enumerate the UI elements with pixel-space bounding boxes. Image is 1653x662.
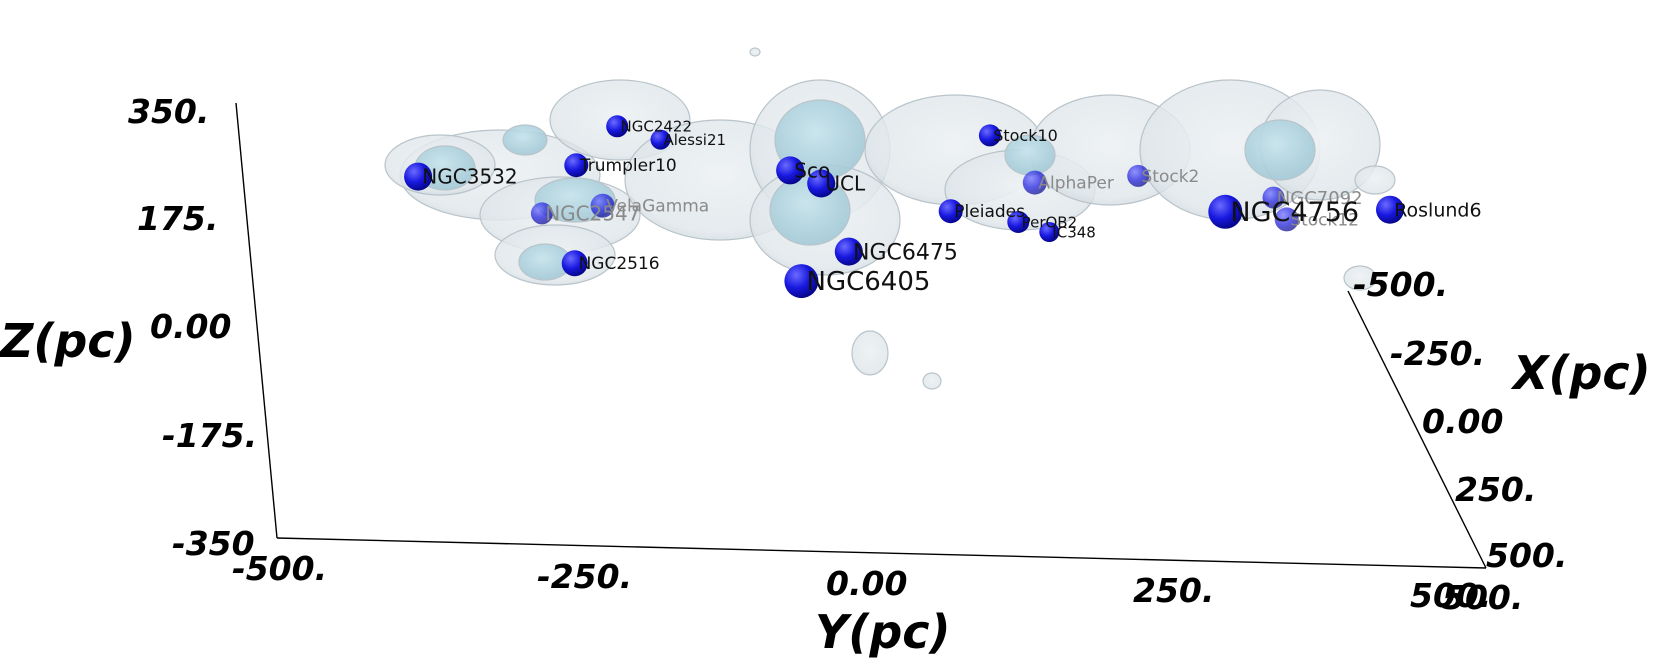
z-axis-line bbox=[235, 102, 278, 539]
cluster-points bbox=[404, 115, 1404, 299]
cluster-label: Stock10 bbox=[993, 126, 1058, 145]
cluster-label: NGC4756 bbox=[1230, 197, 1359, 228]
y-axis-line bbox=[276, 537, 1487, 569]
cluster-point bbox=[1127, 164, 1150, 187]
cluster-label: UCL bbox=[825, 172, 866, 196]
cluster-point bbox=[776, 156, 805, 185]
axes-frame bbox=[235, 102, 1487, 569]
cluster-label: NGC2547 bbox=[545, 201, 640, 225]
cluster-point bbox=[650, 129, 671, 150]
cluster-point bbox=[561, 250, 588, 277]
cluster-point bbox=[938, 199, 963, 224]
cluster-label: Stock2 bbox=[1142, 167, 1200, 187]
cluster-label: Alessi21 bbox=[664, 131, 727, 149]
x-tick-label: 250. bbox=[1455, 470, 1536, 509]
cluster-point bbox=[1007, 211, 1030, 233]
y-axis-title: Y(pc) bbox=[815, 605, 951, 659]
x-axis-title: X(pc) bbox=[1510, 346, 1651, 400]
y-tick-label: 500. bbox=[1442, 578, 1523, 617]
cluster-point bbox=[834, 237, 863, 266]
cluster-label: Pleiades bbox=[954, 202, 1025, 222]
cluster-label: Roslund6 bbox=[1394, 199, 1481, 221]
cluster-point bbox=[606, 115, 629, 138]
cluster-label: NGC7092 bbox=[1277, 188, 1363, 209]
z-tick-label: 350. bbox=[128, 92, 209, 131]
cluster-point bbox=[1022, 170, 1047, 195]
cluster-point bbox=[1376, 195, 1404, 224]
y-tick-label: 500. bbox=[1410, 576, 1491, 615]
y-tick-label: -250. bbox=[537, 557, 632, 596]
tick-labels: 350.175.0.00-175.-350-500. -250. 0.00 250. 5… bbox=[128, 92, 1567, 617]
cluster-point bbox=[1274, 207, 1299, 232]
cluster-label: PerOB2 bbox=[1022, 213, 1078, 231]
cluster-labels: Alessi21 IC348 NGC2422 NGC2547 Stock10 Stock2… bbox=[422, 118, 1481, 298]
cluster-label: Stock12 bbox=[1290, 210, 1359, 230]
x-tick-label: 0.00 bbox=[1422, 402, 1503, 441]
z-tick-label: -350 bbox=[172, 524, 255, 563]
z-tick-label: 0.00 bbox=[150, 307, 231, 346]
cluster-label: AlphaPer bbox=[1038, 174, 1113, 194]
cluster-label: NGC3532 bbox=[422, 165, 517, 189]
y-tick-label: 0.00 bbox=[826, 564, 907, 603]
y-tick-label: -500. bbox=[232, 549, 327, 588]
cluster-point bbox=[1262, 186, 1285, 209]
cluster-label: Trumpler10 bbox=[579, 156, 677, 176]
cluster-label: Sco bbox=[794, 158, 830, 182]
x-tick-label: -500. bbox=[1353, 265, 1448, 304]
x-tick-label: 500. bbox=[1486, 536, 1567, 575]
x-tick-label: -250. bbox=[1390, 334, 1485, 373]
cluster-point bbox=[807, 169, 836, 198]
cluster-point bbox=[784, 264, 819, 299]
z-axis-title: Z(pc) bbox=[0, 314, 136, 368]
cluster-label: NGC6405 bbox=[807, 267, 931, 297]
cluster-point bbox=[1039, 222, 1060, 242]
x-axis-line bbox=[1347, 290, 1487, 569]
cluster-label: NGC2516 bbox=[579, 254, 660, 274]
cluster-point bbox=[590, 193, 615, 218]
cluster-label: NGC2422 bbox=[621, 118, 693, 136]
cluster-label: VelaGamma bbox=[606, 197, 709, 217]
z-tick-label: 175. bbox=[137, 199, 218, 238]
cluster-label: IC348 bbox=[1052, 223, 1096, 241]
cluster-point bbox=[530, 202, 553, 225]
z-tick-label: -175. bbox=[162, 416, 257, 455]
y-tick-label: 250. bbox=[1133, 571, 1214, 610]
cluster-point bbox=[1208, 194, 1243, 229]
cluster-point bbox=[564, 153, 589, 178]
cluster-point bbox=[978, 124, 1001, 147]
cluster-point bbox=[404, 162, 433, 191]
cluster-label: NGC6475 bbox=[853, 240, 958, 265]
